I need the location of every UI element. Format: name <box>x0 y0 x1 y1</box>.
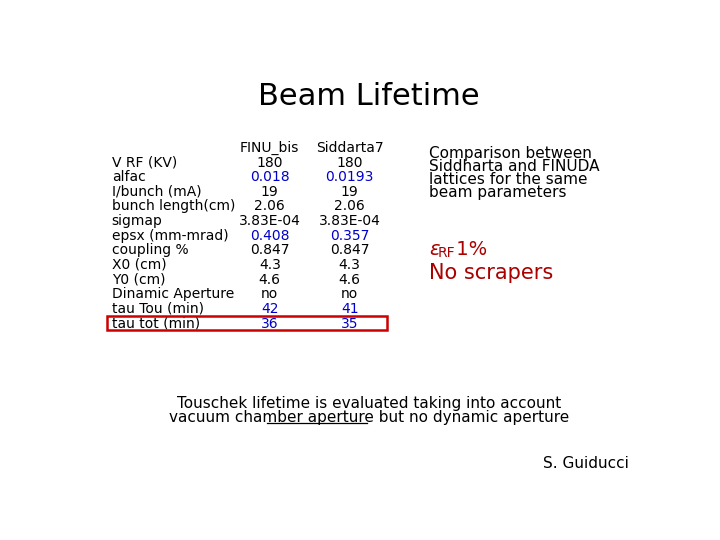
Text: ε: ε <box>429 240 440 259</box>
Text: 1%: 1% <box>451 240 487 259</box>
Text: 0.018: 0.018 <box>250 170 289 184</box>
Text: Beam Lifetime: Beam Lifetime <box>258 82 480 111</box>
Text: 4.6: 4.6 <box>338 273 361 287</box>
Text: 2.06: 2.06 <box>334 199 365 213</box>
Text: 0.357: 0.357 <box>330 229 369 243</box>
Text: beam parameters: beam parameters <box>429 185 567 200</box>
Text: bunch length(cm): bunch length(cm) <box>112 199 235 213</box>
Text: 4.3: 4.3 <box>259 258 281 272</box>
Text: 0.847: 0.847 <box>250 244 289 258</box>
Text: FINU_bis: FINU_bis <box>240 141 300 155</box>
Text: 4.3: 4.3 <box>338 258 361 272</box>
Text: 41: 41 <box>341 302 359 316</box>
Text: 3.83E-04: 3.83E-04 <box>319 214 381 228</box>
Text: coupling %: coupling % <box>112 244 189 258</box>
Text: 0.408: 0.408 <box>250 229 289 243</box>
Text: 0.0193: 0.0193 <box>325 170 374 184</box>
Text: 19: 19 <box>261 185 279 199</box>
Text: 180: 180 <box>256 156 283 170</box>
Text: 0.847: 0.847 <box>330 244 369 258</box>
Text: 3.83E-04: 3.83E-04 <box>239 214 301 228</box>
Text: Siddharta and FINUDA: Siddharta and FINUDA <box>429 159 600 174</box>
Text: sigmap: sigmap <box>112 214 163 228</box>
Text: 4.6: 4.6 <box>258 273 281 287</box>
Text: 180: 180 <box>336 156 363 170</box>
Text: 19: 19 <box>341 185 359 199</box>
Text: Comparison between: Comparison between <box>429 146 593 161</box>
Text: Dinamic Aperture: Dinamic Aperture <box>112 287 234 301</box>
Text: No scrapers: No scrapers <box>429 262 554 283</box>
Text: alfac: alfac <box>112 170 145 184</box>
Bar <box>107 316 387 330</box>
Text: vacuum chamber aperture but no dynamic aperture: vacuum chamber aperture but no dynamic a… <box>169 410 569 425</box>
Text: tau Tou (min): tau Tou (min) <box>112 302 204 316</box>
Text: no: no <box>261 287 279 301</box>
Text: 36: 36 <box>261 316 279 330</box>
Text: tau tot (min): tau tot (min) <box>112 316 200 330</box>
Text: Touschek lifetime is evaluated taking into account: Touschek lifetime is evaluated taking in… <box>177 396 561 411</box>
Text: Y0 (cm): Y0 (cm) <box>112 273 165 287</box>
Text: lattices for the same: lattices for the same <box>429 172 588 187</box>
Text: RF: RF <box>438 246 456 260</box>
Text: epsx (mm-mrad): epsx (mm-mrad) <box>112 229 228 243</box>
Text: Siddarta7: Siddarta7 <box>316 141 384 155</box>
Text: 35: 35 <box>341 316 359 330</box>
Text: X0 (cm): X0 (cm) <box>112 258 166 272</box>
Text: I/bunch (mA): I/bunch (mA) <box>112 185 202 199</box>
Text: 42: 42 <box>261 302 279 316</box>
Text: S. Guiducci: S. Guiducci <box>543 456 629 471</box>
Text: no: no <box>341 287 359 301</box>
Text: 2.06: 2.06 <box>254 199 285 213</box>
Text: V RF (KV): V RF (KV) <box>112 156 177 170</box>
